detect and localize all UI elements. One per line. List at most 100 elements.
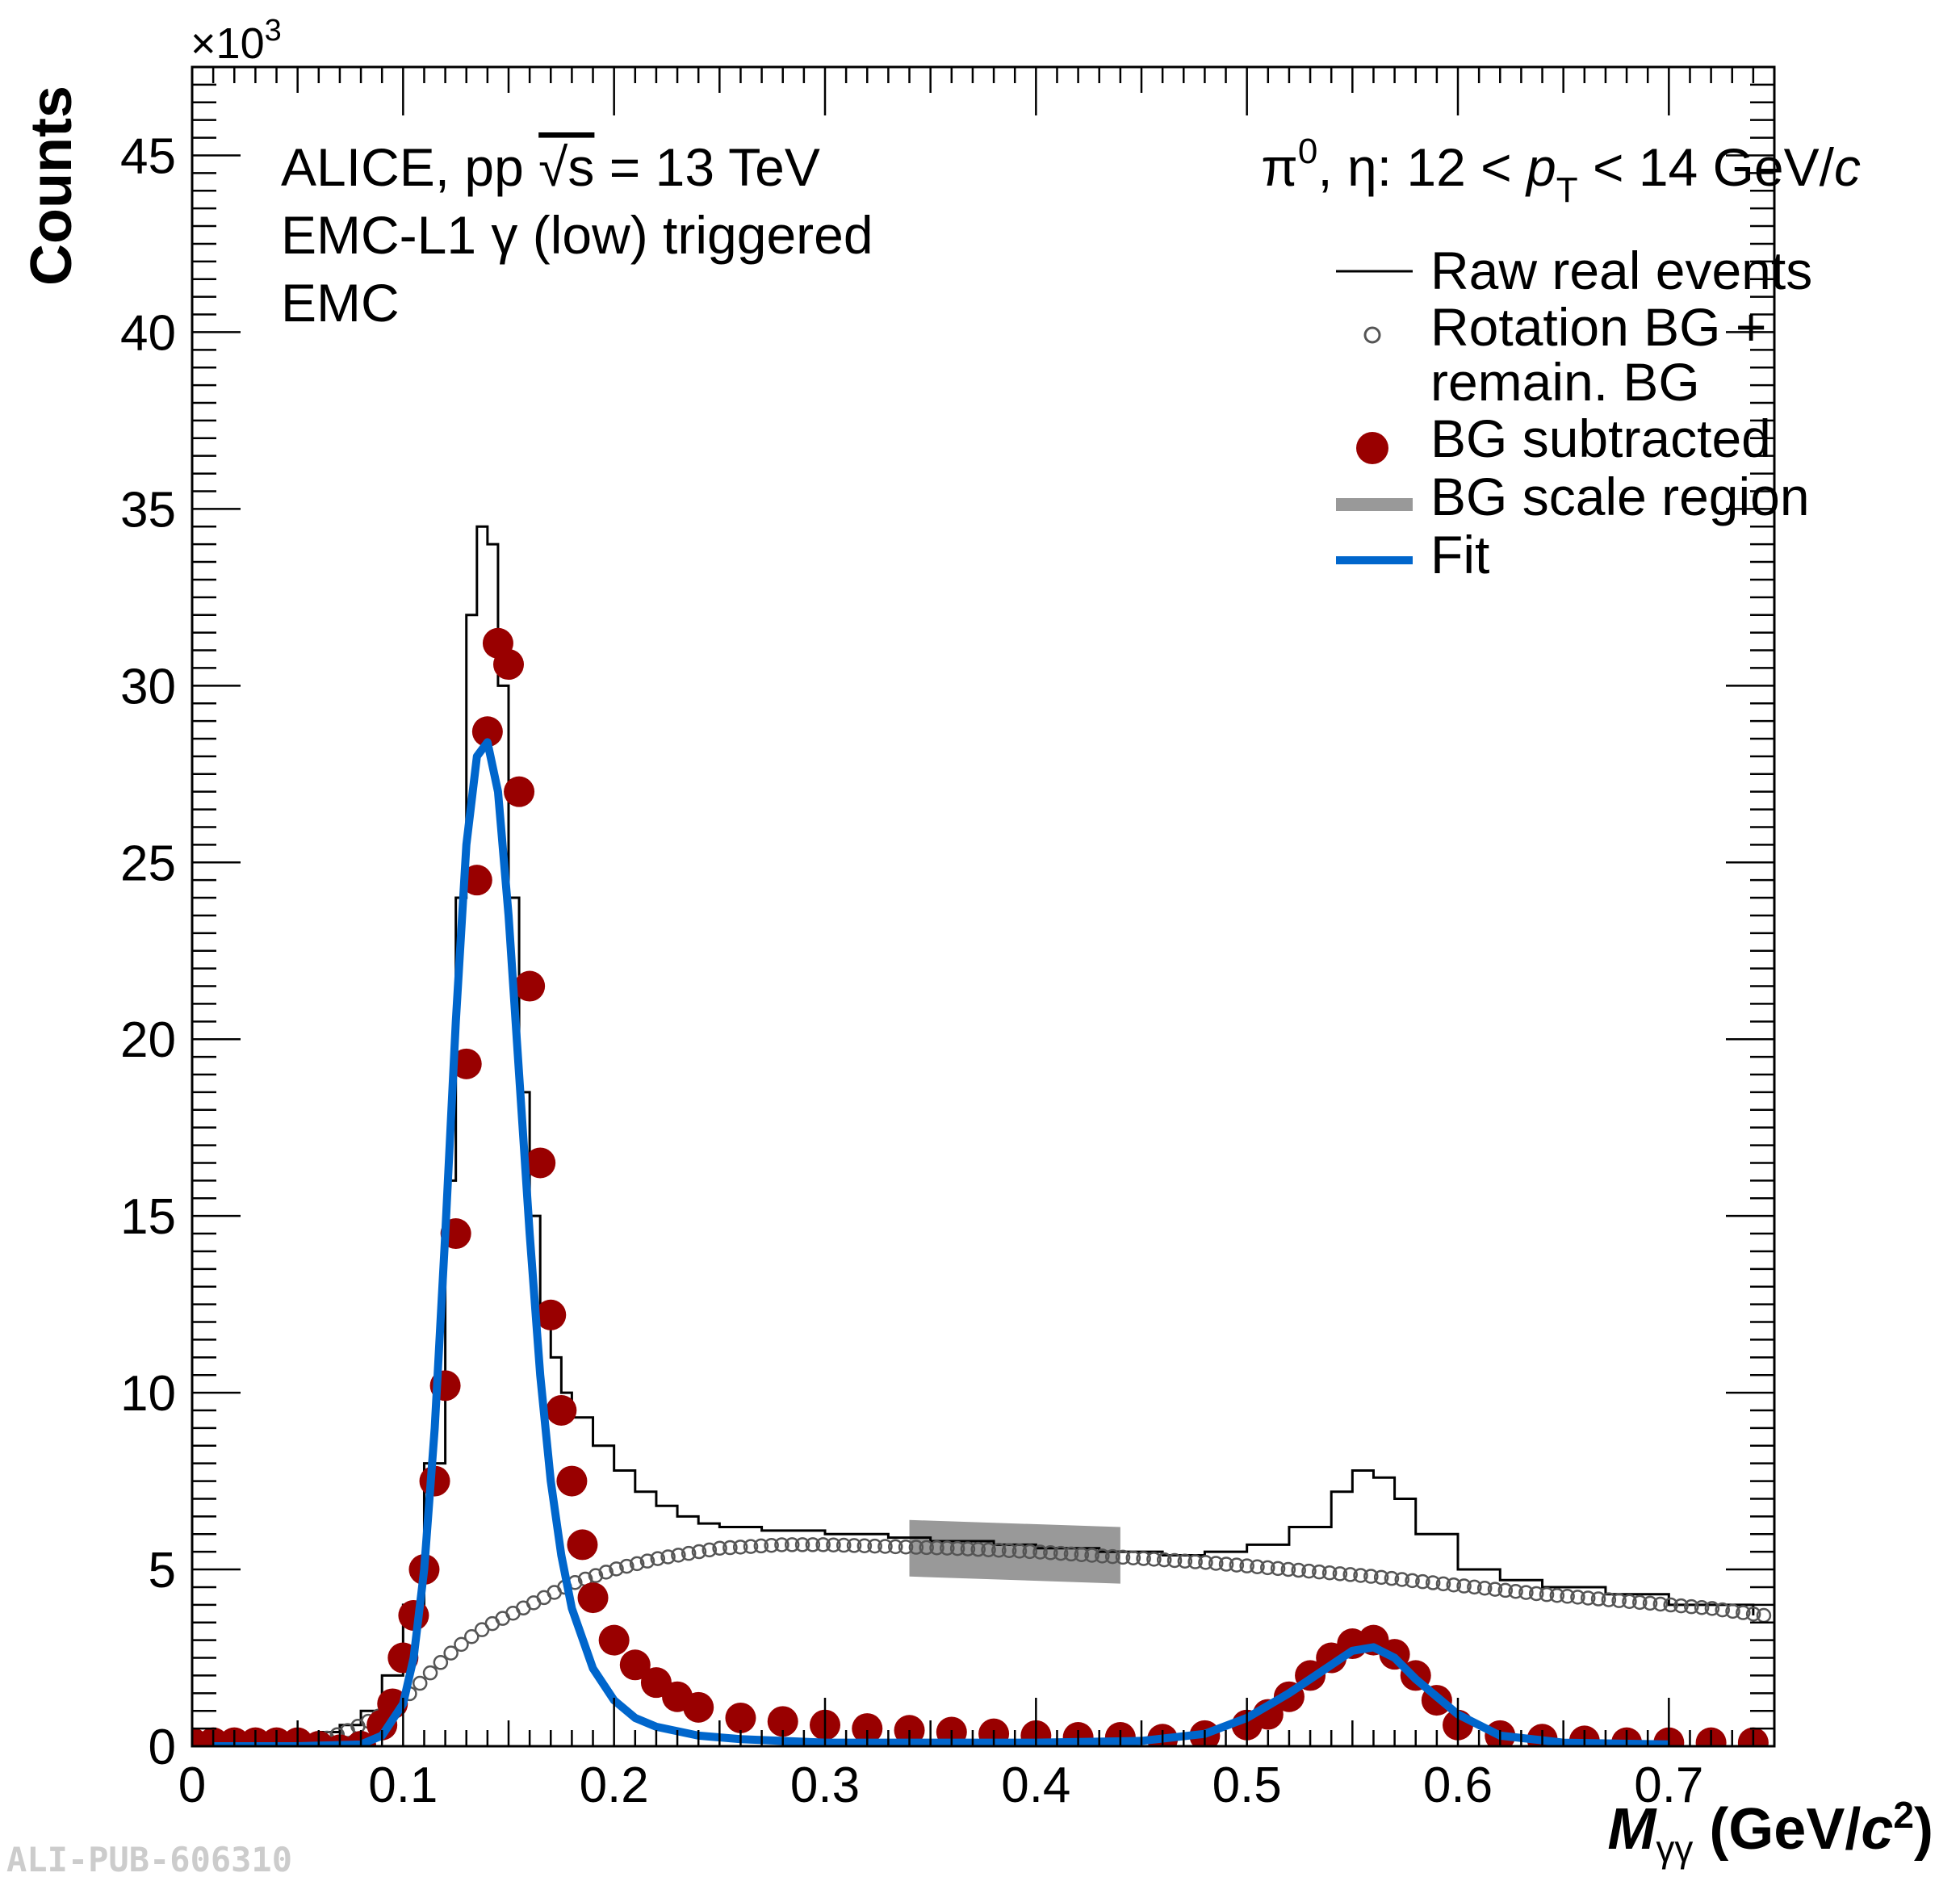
bg-point — [1125, 1550, 1141, 1565]
bg-point — [1332, 1566, 1348, 1582]
x-tick-label: 0.4 — [1001, 1758, 1070, 1813]
annotation-kinematics: π0, η: 12 < pT < 14 GeV/c — [1261, 132, 1861, 210]
bg-point — [1497, 1582, 1514, 1598]
x-tick-label: 0.3 — [790, 1758, 860, 1813]
y-tick-label: 30 — [120, 659, 176, 714]
bg-point — [1229, 1557, 1245, 1573]
bg-point — [1074, 1547, 1090, 1562]
bg-point — [1736, 1605, 1751, 1620]
bg-point — [1291, 1562, 1306, 1578]
bg-point — [867, 1538, 882, 1554]
annotation-collision-system: ALICE, pp √s = 13 TeV — [281, 137, 820, 197]
bg-subtracted-point — [504, 776, 535, 807]
bg-point — [1115, 1549, 1131, 1565]
x-tick-label: 0.7 — [1634, 1758, 1703, 1813]
bg-point — [1156, 1552, 1172, 1568]
bg-point — [650, 1551, 666, 1566]
x-tick-label: 0.5 — [1212, 1758, 1282, 1813]
bg-point — [940, 1540, 955, 1556]
bg-point — [443, 1645, 459, 1661]
legend: Raw real events Rotation BG + remain. BG… — [1336, 241, 1812, 584]
bg-point — [1095, 1548, 1110, 1564]
annotation-trigger: EMC-L1 γ (low) triggered — [281, 205, 873, 265]
legend-bg-label: Rotation BG + — [1430, 297, 1766, 357]
bg-point — [422, 1665, 438, 1681]
bg-point — [1218, 1556, 1234, 1572]
bg-point — [412, 1675, 428, 1691]
bg-point — [1745, 1607, 1761, 1622]
bg-point — [681, 1545, 697, 1561]
bg-point — [1560, 1589, 1575, 1604]
y-tick-label: 25 — [120, 836, 176, 891]
bg-point — [1476, 1580, 1493, 1596]
bg-point — [1373, 1569, 1389, 1586]
bg-point — [1601, 1592, 1617, 1607]
bg-point — [1239, 1558, 1254, 1573]
bg-point — [929, 1540, 944, 1556]
bg-point — [898, 1539, 914, 1555]
bg-subtracted-point — [556, 1465, 588, 1497]
bg-point — [1321, 1565, 1338, 1581]
bg-point — [1456, 1578, 1472, 1594]
legend-bg-label-line2: remain. BG — [1430, 352, 1700, 412]
legend-bg-marker — [1363, 326, 1381, 344]
watermark: ALI-PUB-606310 — [6, 1840, 292, 1877]
bg-point — [784, 1537, 800, 1552]
bg-subtracted-point — [598, 1624, 630, 1656]
y-multiplier: ×103 — [191, 14, 282, 68]
bg-point — [454, 1636, 469, 1653]
bg-point — [1590, 1591, 1606, 1607]
bg-point — [660, 1549, 676, 1565]
x-axis-label: Mγγ (GeV/c2) — [1607, 1794, 1933, 1870]
bg-point — [1539, 1586, 1555, 1603]
bg-point — [1663, 1597, 1678, 1613]
series-1 — [205, 1537, 1772, 1746]
bg-point — [1652, 1596, 1669, 1612]
bg-point — [1136, 1551, 1151, 1566]
y-tick-label: 35 — [120, 482, 176, 538]
bg-point — [877, 1539, 893, 1554]
bg-point — [1001, 1543, 1017, 1559]
bg-point — [1363, 1569, 1379, 1584]
bg-point — [1487, 1582, 1503, 1597]
bg-point — [836, 1537, 852, 1553]
bg-point — [598, 1565, 614, 1580]
bg-point — [856, 1538, 873, 1554]
x-tick-label: 0.1 — [368, 1758, 438, 1813]
y-tick-label: 15 — [120, 1189, 176, 1245]
legend-raw-label: Raw real events — [1430, 241, 1812, 300]
bg-subtracted-point — [461, 865, 492, 896]
bg-point — [671, 1548, 686, 1563]
bg-point — [1301, 1563, 1317, 1579]
bg-point — [1508, 1584, 1523, 1599]
bg-point — [1673, 1598, 1689, 1614]
legend-sub-label: BG subtracted — [1430, 408, 1771, 468]
x-tick-label: 0.6 — [1423, 1758, 1493, 1813]
bg-point — [846, 1538, 862, 1553]
bg-point — [919, 1540, 934, 1556]
bg-point — [1467, 1579, 1482, 1595]
bg-point — [1694, 1600, 1710, 1615]
bg-point — [691, 1544, 707, 1560]
bg-subtracted-point — [514, 970, 546, 1002]
series-3 — [213, 738, 1669, 1746]
bg-point — [826, 1537, 841, 1552]
bg-point — [588, 1568, 604, 1583]
bg-point — [960, 1541, 976, 1556]
bg-point — [722, 1540, 738, 1556]
bg-point — [753, 1538, 769, 1554]
bg-subtracted-point — [546, 1395, 577, 1426]
bg-subtracted-point — [577, 1582, 609, 1614]
bg-point — [1611, 1593, 1627, 1608]
bg-point — [1518, 1585, 1534, 1600]
legend-sub-marker — [1356, 432, 1388, 464]
bg-point — [619, 1558, 634, 1574]
bg-subtracted-point — [852, 1713, 883, 1745]
legend-scale-label: BG scale region — [1430, 467, 1810, 526]
bg-point — [1622, 1594, 1637, 1609]
bg-point — [949, 1540, 965, 1556]
bg-point — [1312, 1564, 1327, 1580]
bg-point — [1704, 1601, 1720, 1616]
y-multiplier-exponent: 3 — [265, 14, 282, 48]
